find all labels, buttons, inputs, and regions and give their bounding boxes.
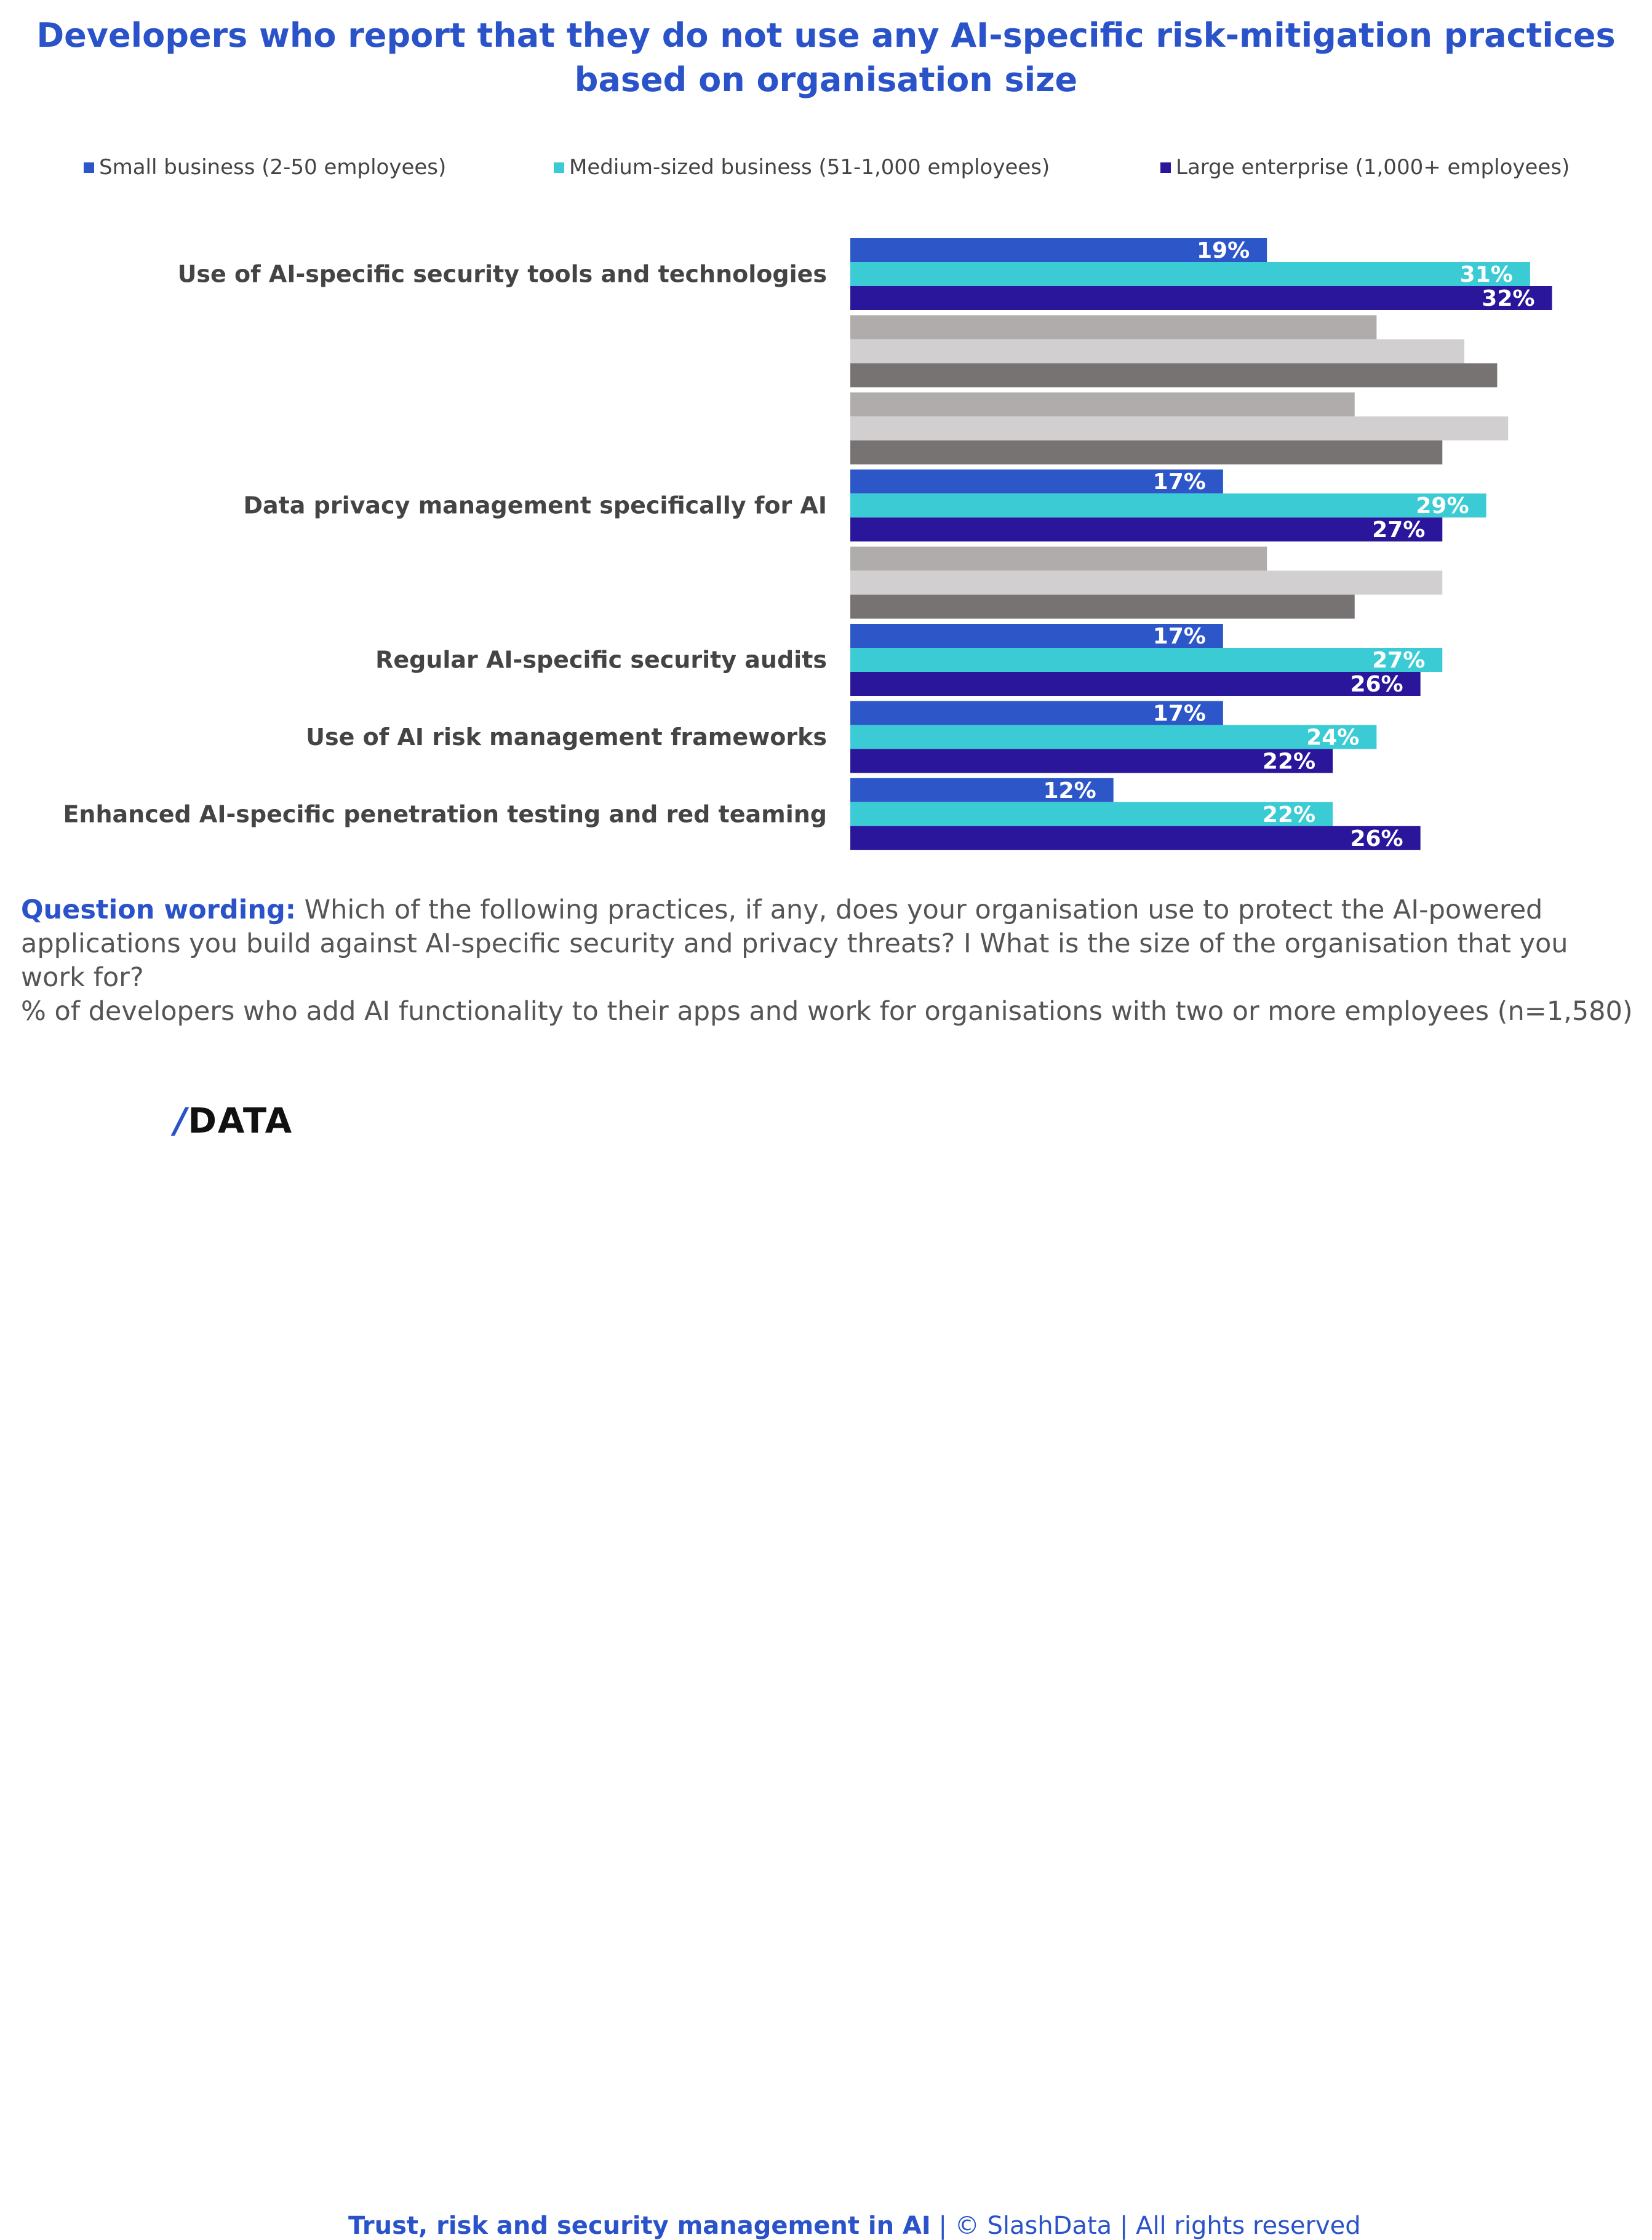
data-label: 31% — [1460, 262, 1513, 287]
bar — [850, 517, 1443, 542]
data-label: 29% — [1416, 493, 1469, 519]
note-text: Which of the following practices, if any… — [21, 895, 1568, 993]
slashdata-logo: /DATA — [174, 1101, 293, 1141]
bar — [850, 315, 1377, 340]
category-label: Use of AI-specific security tools and te… — [178, 261, 827, 288]
legend-item-small: Small business (2-50 employees) — [84, 155, 446, 180]
bar — [850, 778, 1114, 802]
bar — [850, 826, 1421, 850]
bar — [850, 725, 1377, 749]
category-label: Use of AI risk management frameworks — [306, 723, 827, 751]
question-note: Question wording: Which of the following… — [21, 893, 1639, 1029]
bar — [850, 594, 1355, 619]
bar — [850, 363, 1498, 388]
legend-swatch — [554, 162, 564, 173]
data-label: 19% — [1197, 238, 1250, 263]
note-base: % of developers who add AI functionality… — [21, 996, 1633, 1027]
bar — [850, 648, 1443, 672]
bar — [850, 802, 1333, 826]
bar — [850, 262, 1530, 286]
bar — [850, 286, 1552, 310]
data-label: 32% — [1482, 286, 1534, 311]
legend-swatch — [84, 162, 94, 173]
bar-chart: Use of AI-specific security tools and te… — [63, 238, 1552, 851]
footer-report: Trust, risk and security management in A… — [348, 2212, 931, 2240]
data-label: 17% — [1153, 624, 1206, 649]
bar — [850, 339, 1464, 364]
category-label: Regular AI-specific security audits — [375, 647, 827, 674]
bar — [850, 416, 1509, 440]
data-label: 27% — [1372, 517, 1425, 543]
legend-item-medium: Medium-sized business (51-1,000 employee… — [554, 155, 1050, 180]
bar — [850, 440, 1443, 464]
note-label: Question wording: — [21, 895, 296, 925]
data-label: 22% — [1263, 749, 1315, 774]
legend-swatch — [1160, 162, 1171, 173]
bar — [850, 672, 1421, 696]
bar — [850, 238, 1267, 262]
legend-label: Large enterprise (1,000+ employees) — [1176, 155, 1570, 180]
chart-title: Developers who report that they do not u… — [36, 16, 1616, 99]
data-label: 24% — [1306, 725, 1359, 750]
category-label: Enhanced AI-specific penetration testing… — [63, 800, 827, 827]
legend-item-large: Large enterprise (1,000+ employees) — [1160, 155, 1570, 180]
data-label: 27% — [1372, 648, 1425, 673]
data-label: 17% — [1153, 469, 1206, 495]
bar — [850, 749, 1333, 773]
legend-label: Medium-sized business (51-1,000 employee… — [569, 155, 1050, 180]
legend-label: Small business (2-50 employees) — [99, 155, 447, 180]
bar — [850, 546, 1267, 571]
bar — [850, 701, 1223, 725]
bar — [850, 392, 1355, 417]
bar — [850, 624, 1223, 648]
bar — [850, 493, 1486, 518]
data-label: 17% — [1153, 701, 1206, 726]
data-label: 26% — [1350, 672, 1403, 697]
category-label: Data privacy management specifically for… — [243, 492, 827, 519]
data-label: 22% — [1263, 802, 1315, 827]
footer-copyright: | © SlashData | All rights reserved — [938, 2212, 1361, 2240]
bar — [850, 469, 1223, 494]
data-label: 12% — [1043, 778, 1096, 803]
bar — [850, 570, 1443, 595]
data-label: 26% — [1350, 826, 1403, 851]
